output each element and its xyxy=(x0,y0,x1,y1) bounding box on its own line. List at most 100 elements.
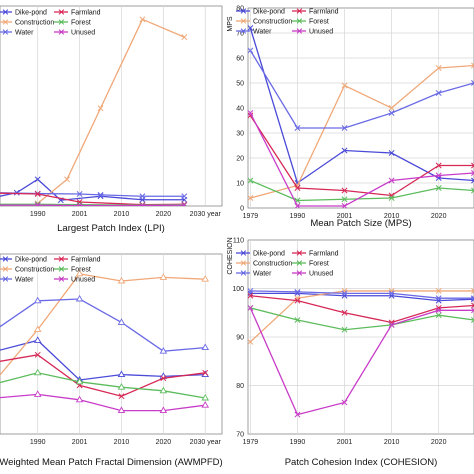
chart-title: Weighted Mean Patch Fractal Dimension (A… xyxy=(0,457,223,468)
marker-stroke xyxy=(388,195,395,201)
y-tick-label: 80 xyxy=(236,6,244,13)
series-line-unused xyxy=(249,307,474,416)
legend-label: Unused xyxy=(71,277,95,284)
marker-stroke xyxy=(294,288,301,295)
legend-label: Water xyxy=(15,30,34,37)
marker-stroke xyxy=(248,112,254,119)
data-point-construction xyxy=(64,176,70,183)
legend-marker xyxy=(240,8,247,14)
data-point-forest xyxy=(341,326,348,333)
data-point-forest xyxy=(248,177,254,184)
data-point-water xyxy=(201,343,210,351)
data-point-construction xyxy=(471,62,474,69)
marker-stroke xyxy=(78,202,83,206)
legend-label: Farmland xyxy=(309,9,339,16)
marker-stroke xyxy=(97,105,104,112)
marker-stroke xyxy=(341,203,348,208)
marker-stroke xyxy=(471,62,474,67)
legend-label: Forest xyxy=(71,267,91,274)
y-tick-label: 20 xyxy=(236,156,244,163)
marker-stroke xyxy=(471,296,474,300)
x-tick-label: 2020 xyxy=(156,211,172,218)
marker-stroke xyxy=(471,177,474,182)
legend-marker xyxy=(296,270,303,276)
marker-stroke xyxy=(76,191,83,197)
data-point-unused xyxy=(33,390,42,397)
legend-marker xyxy=(58,29,65,35)
data-point-construction xyxy=(435,287,442,294)
series-line-forest xyxy=(250,179,474,202)
x-tick-label: 1990 xyxy=(30,439,46,446)
marker-stroke xyxy=(160,375,167,382)
data-point-water xyxy=(294,288,301,295)
data-point-forest xyxy=(471,317,474,323)
marker-stroke xyxy=(294,125,301,131)
y-tick-label: 10 xyxy=(236,181,244,188)
x-tick-label: 2010 xyxy=(384,439,400,446)
chart-title: Patch Cohesion Index (COHESION) xyxy=(285,457,438,468)
legend-label: Water xyxy=(253,29,272,36)
marker-stroke xyxy=(139,16,146,23)
data-point-unused xyxy=(181,202,188,206)
legend-marker xyxy=(296,28,303,34)
data-point-forest xyxy=(159,386,168,394)
marker-stroke xyxy=(294,203,301,208)
legend-marker xyxy=(2,276,9,282)
marker-stroke xyxy=(471,304,474,309)
marker-stroke xyxy=(248,25,254,31)
marker-stroke xyxy=(248,304,254,311)
plot-frame xyxy=(0,5,223,207)
data-point-water xyxy=(248,287,254,294)
legend-label: Farmland xyxy=(71,10,101,17)
data-point-unused xyxy=(435,307,442,314)
marker-stroke xyxy=(341,292,348,299)
data-point-water xyxy=(388,110,395,116)
legend-marker xyxy=(296,260,303,266)
legend-marker xyxy=(58,9,65,15)
data-point-forest xyxy=(341,196,348,203)
marker-stroke xyxy=(388,177,395,184)
marker-stroke xyxy=(471,287,474,292)
marker-stroke xyxy=(471,80,474,84)
marker-stroke xyxy=(341,147,348,154)
series-line-dike-pond xyxy=(249,27,474,185)
legend-label: Water xyxy=(253,271,272,278)
marker-stroke xyxy=(388,319,395,326)
data-point-forest xyxy=(76,201,83,206)
marker-stroke xyxy=(182,202,188,206)
data-point-dike-pond xyxy=(341,292,348,299)
data-point-forest xyxy=(34,201,41,206)
data-point-forest xyxy=(435,185,442,191)
legend-marker xyxy=(58,256,65,262)
x-tick-label: 1979 xyxy=(243,213,259,220)
chart-panel-2: 1979 1990 2001 2010 2020 0 10 20 30 40 50 60 70 80MPS… xyxy=(227,6,474,229)
data-point-water xyxy=(435,90,442,96)
marker-stroke xyxy=(471,302,474,307)
marker-stroke xyxy=(341,290,348,297)
data-point-farmland xyxy=(294,297,301,304)
data-point-water xyxy=(471,80,474,86)
data-point-farmland xyxy=(471,302,474,309)
marker-stroke xyxy=(181,193,188,200)
marker-stroke xyxy=(248,47,254,54)
legend-label: Farmland xyxy=(71,257,101,264)
data-point-construction xyxy=(97,105,104,112)
series-line-construction xyxy=(250,64,474,199)
marker-stroke xyxy=(388,287,395,294)
marker-stroke xyxy=(388,290,395,297)
series-line-unused xyxy=(0,393,206,412)
marker-stroke xyxy=(388,150,395,156)
marker-stroke xyxy=(435,295,442,302)
data-point-unused xyxy=(159,406,168,414)
data-point-farmland xyxy=(471,162,474,169)
legend-marker xyxy=(2,266,9,272)
data-point-water xyxy=(435,295,442,302)
data-point-farmland xyxy=(202,369,209,376)
legend: Dike-pond Farmland Construction Forest Water… xyxy=(236,8,339,36)
data-point-construction xyxy=(201,275,210,282)
marker-stroke xyxy=(248,177,254,184)
data-point-unused xyxy=(388,321,395,328)
data-point-forest xyxy=(75,377,84,385)
marker-stroke xyxy=(471,82,474,86)
x-tick-label: 2030 year xyxy=(190,211,222,218)
